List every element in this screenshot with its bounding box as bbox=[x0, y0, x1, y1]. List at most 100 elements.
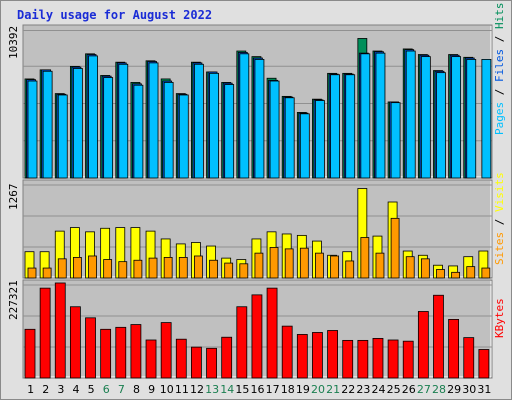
x-tick-day-24: 24 bbox=[372, 383, 386, 396]
bar-pages-day-22 bbox=[345, 74, 356, 179]
x-tick-day-6: 6 bbox=[103, 383, 110, 396]
bar-sites-day-28 bbox=[436, 269, 445, 279]
bar-pages-day-16 bbox=[254, 58, 265, 179]
bar-kbytes-day-3 bbox=[54, 282, 66, 379]
bar-pages-day-17 bbox=[269, 80, 280, 179]
x-tick-day-22: 22 bbox=[341, 383, 355, 396]
x-tick-day-21: 21 bbox=[326, 383, 340, 396]
x-tick-day-26: 26 bbox=[402, 383, 416, 396]
x-tick-day-30: 30 bbox=[462, 383, 476, 396]
x-tick-day-11: 11 bbox=[175, 383, 189, 396]
x-tick-day-5: 5 bbox=[88, 383, 95, 396]
x-tick-day-10: 10 bbox=[160, 383, 174, 396]
x-tick-day-23: 23 bbox=[356, 383, 370, 396]
bar-sites-day-17 bbox=[269, 247, 279, 279]
bar-pages-day-8 bbox=[133, 84, 144, 179]
x-tick-day-14: 14 bbox=[220, 383, 234, 396]
bar-kbytes-day-23 bbox=[357, 339, 369, 379]
bar-sites-day-18 bbox=[284, 248, 294, 279]
bar-pages-day-15 bbox=[239, 53, 250, 179]
bar-sites-day-29 bbox=[451, 271, 461, 279]
bar-kbytes-day-27 bbox=[417, 311, 429, 379]
bar-pages-day-25 bbox=[390, 102, 401, 179]
bar-sites-day-16 bbox=[254, 252, 264, 279]
bar-pages-day-11 bbox=[178, 94, 189, 179]
bar-sites-day-30 bbox=[466, 266, 476, 279]
bar-pages-day-29 bbox=[451, 56, 462, 179]
bar-sites-day-7 bbox=[118, 261, 128, 279]
bar-kbytes-day-2 bbox=[39, 287, 51, 379]
bar-kbytes-day-18 bbox=[281, 325, 293, 379]
bar-pages-day-13 bbox=[209, 72, 219, 179]
bar-kbytes-day-12 bbox=[191, 346, 202, 379]
ymax-label-top: 10392 bbox=[7, 26, 20, 59]
bar-pages-day-2 bbox=[42, 70, 53, 179]
bar-kbytes-day-29 bbox=[448, 319, 460, 379]
legend-label-middle: Sites / Visits bbox=[493, 172, 506, 265]
bar-kbytes-day-24 bbox=[372, 338, 384, 379]
bar-kbytes-day-19 bbox=[296, 334, 308, 379]
bar-pages-day-10 bbox=[163, 82, 174, 179]
bar-kbytes-day-9 bbox=[145, 339, 157, 379]
bar-sites-day-1 bbox=[27, 267, 37, 279]
x-tick-day-3: 3 bbox=[57, 383, 64, 396]
bar-pages-day-4 bbox=[72, 68, 83, 179]
bar-pages-day-18 bbox=[284, 97, 295, 179]
x-tick-day-28: 28 bbox=[432, 383, 446, 396]
bar-pages-day-21 bbox=[330, 74, 340, 179]
bar-pages-day-6 bbox=[103, 77, 114, 179]
bar-sites-day-20 bbox=[315, 252, 324, 279]
bar-kbytes-day-17 bbox=[266, 287, 278, 379]
ymax-label-middle: 1267 bbox=[7, 184, 20, 211]
bar-sites-day-27 bbox=[420, 258, 430, 279]
x-tick-day-12: 12 bbox=[190, 383, 204, 396]
bar-kbytes-day-31 bbox=[478, 349, 490, 379]
legend-label-bottom: KBytes bbox=[493, 298, 506, 338]
legend-label-top: Pages / Files / Hits bbox=[493, 3, 506, 136]
x-tick-day-20: 20 bbox=[311, 383, 325, 396]
legend-part: / bbox=[493, 29, 506, 49]
bar-pages-day-20 bbox=[315, 100, 325, 179]
bar-sites-day-13 bbox=[209, 259, 218, 279]
bar-kbytes-day-28 bbox=[433, 294, 444, 379]
bar-pages-day-19 bbox=[299, 113, 310, 179]
bar-sites-day-4 bbox=[72, 257, 82, 279]
bar-pages-day-23 bbox=[360, 53, 371, 179]
x-tick-day-4: 4 bbox=[72, 383, 79, 396]
bar-kbytes-day-8 bbox=[130, 324, 142, 379]
bar-sites-day-8 bbox=[133, 259, 143, 279]
bar-kbytes-day-7 bbox=[115, 326, 127, 379]
bar-sites-day-10 bbox=[163, 257, 173, 279]
bar-pages-day-3 bbox=[57, 94, 68, 179]
ymax-label-bottom: 227321 bbox=[7, 280, 20, 320]
x-tick-day-2: 2 bbox=[42, 383, 49, 396]
bar-kbytes-day-14 bbox=[221, 336, 233, 379]
x-tick-day-27: 27 bbox=[417, 383, 431, 396]
bar-kbytes-day-10 bbox=[160, 322, 172, 379]
bar-sites-day-12 bbox=[194, 255, 203, 279]
legend-part: Pages bbox=[493, 102, 506, 135]
bar-pages-day-5 bbox=[88, 55, 98, 179]
bar-sites-day-21 bbox=[330, 255, 339, 279]
bar-sites-day-15 bbox=[239, 263, 249, 279]
bar-kbytes-day-15 bbox=[236, 306, 248, 379]
bar-kbytes-day-30 bbox=[463, 337, 475, 379]
bar-sites-day-24 bbox=[375, 252, 385, 279]
bar-pages-day-12 bbox=[194, 63, 204, 179]
bar-sites-day-25 bbox=[390, 217, 400, 279]
x-tick-day-29: 29 bbox=[447, 383, 461, 396]
chart-title: Daily usage for August 2022 bbox=[17, 8, 213, 22]
x-tick-day-19: 19 bbox=[296, 383, 310, 396]
x-tick-day-9: 9 bbox=[148, 383, 155, 396]
bar-pages-day-31 bbox=[481, 58, 492, 179]
legend-part: / bbox=[493, 212, 506, 232]
bar-kbytes-day-26 bbox=[402, 340, 414, 379]
bar-sites-day-31 bbox=[481, 267, 491, 279]
bar-sites-day-22 bbox=[345, 260, 355, 279]
x-tick-day-8: 8 bbox=[133, 383, 140, 396]
x-tick-day-17: 17 bbox=[266, 383, 280, 396]
legend-part: Sites bbox=[493, 232, 506, 265]
bar-sites-day-3 bbox=[57, 258, 67, 279]
x-tick-day-7: 7 bbox=[118, 383, 125, 396]
